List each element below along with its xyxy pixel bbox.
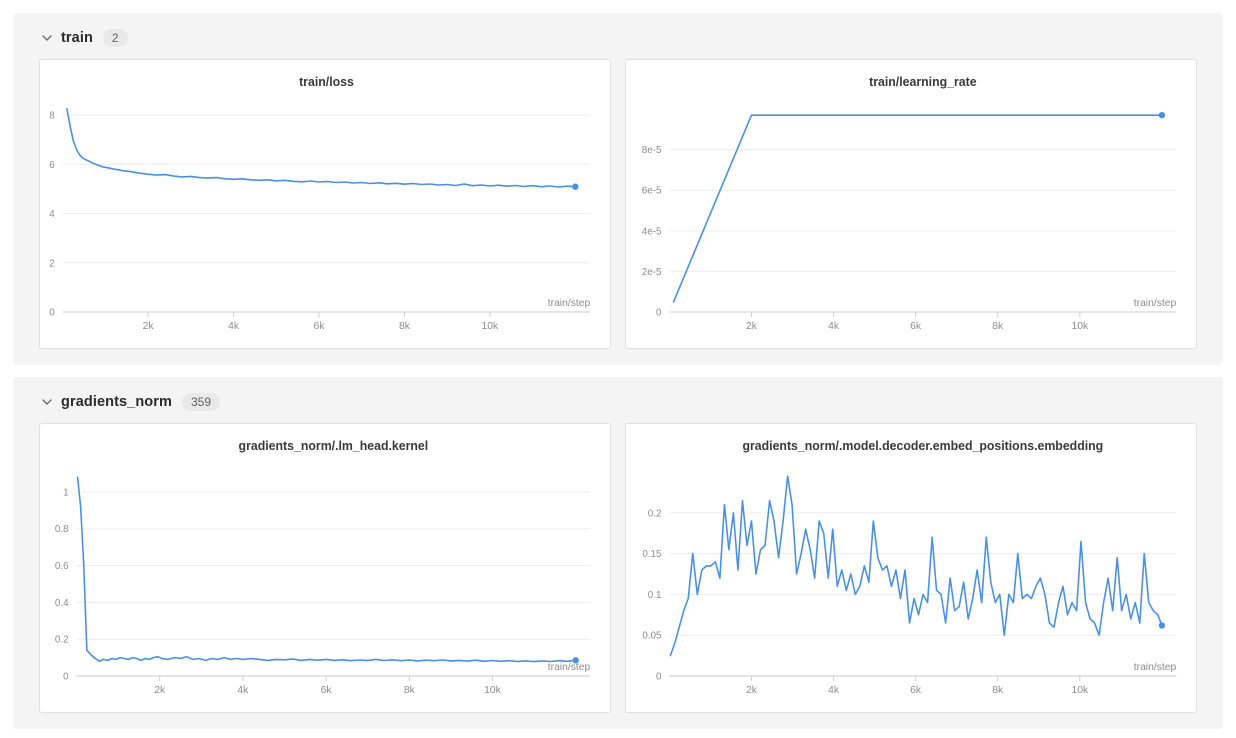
chart-panel-train-loss[interactable]: train/loss 0 2 4 6 8 2k 4k 6k 8k 10k train/step xyxy=(39,59,611,349)
chart-row: train/loss 0 2 4 6 8 2k 4k 6k 8k 10k train/step tra… xyxy=(39,59,1197,349)
chart-canvas-train-loss: train/loss 0 2 4 6 8 2k 4k 6k 8k 10k train/step xyxy=(49,75,591,332)
svg-text:train/step: train/step xyxy=(548,662,591,673)
svg-text:2: 2 xyxy=(49,258,55,269)
svg-text:0.4: 0.4 xyxy=(55,598,69,609)
svg-text:6: 6 xyxy=(49,160,55,171)
chart-canvas-embed-positions-embedding: gradients_norm/.model.decoder.embed_posi… xyxy=(642,439,1177,696)
svg-text:6k: 6k xyxy=(321,685,333,696)
svg-text:train/learning_rate: train/learning_rate xyxy=(869,75,977,89)
chart-panel-train-learning-rate[interactable]: train/learning_rate 0 2e-5 4e-5 6e-5 8e-5 2k 4k… xyxy=(625,59,1197,349)
chart-canvas-lm-head-kernel: gradients_norm/.lm_head.kernel 0 0.2 0.4 0.6… xyxy=(55,439,591,696)
svg-text:6k: 6k xyxy=(314,321,326,332)
svg-text:0: 0 xyxy=(49,307,55,318)
svg-text:2k: 2k xyxy=(746,685,758,696)
svg-text:10k: 10k xyxy=(1071,321,1088,332)
svg-text:4k: 4k xyxy=(228,321,240,332)
chart-row: gradients_norm/.lm_head.kernel 0 0.2 0.4 0.6… xyxy=(39,423,1197,713)
svg-text:train/step: train/step xyxy=(548,298,591,309)
section-train: train 2 train/loss 0 2 4 6 8 2k 4k 6k 8k 10k train/… xyxy=(13,13,1223,365)
svg-text:train/loss: train/loss xyxy=(299,75,354,89)
svg-text:0.2: 0.2 xyxy=(55,635,69,646)
svg-text:4: 4 xyxy=(49,209,55,220)
svg-text:2k: 2k xyxy=(746,321,758,332)
panel-count-badge: 359 xyxy=(181,393,221,411)
svg-text:2e-5: 2e-5 xyxy=(642,267,662,278)
svg-text:0.6: 0.6 xyxy=(55,561,69,572)
svg-text:0.8: 0.8 xyxy=(55,524,69,535)
svg-text:0: 0 xyxy=(656,671,662,682)
svg-text:0: 0 xyxy=(656,307,662,318)
chart-panel-lm-head-kernel[interactable]: gradients_norm/.lm_head.kernel 0 0.2 0.4 0.6… xyxy=(39,423,611,713)
svg-text:6k: 6k xyxy=(910,321,922,332)
chevron-down-icon[interactable] xyxy=(39,396,61,408)
section-title: gradients_norm xyxy=(61,394,172,410)
svg-text:2k: 2k xyxy=(143,321,155,332)
svg-text:0.15: 0.15 xyxy=(642,549,662,560)
svg-text:0: 0 xyxy=(63,671,69,682)
svg-text:1: 1 xyxy=(63,487,69,498)
svg-text:10k: 10k xyxy=(484,685,501,696)
svg-text:0.2: 0.2 xyxy=(648,508,662,519)
panel-count-badge: 2 xyxy=(102,29,128,47)
svg-text:8e-5: 8e-5 xyxy=(642,145,662,156)
svg-text:train/step: train/step xyxy=(1134,298,1177,309)
svg-text:0.1: 0.1 xyxy=(648,590,662,601)
svg-text:8k: 8k xyxy=(992,321,1004,332)
svg-text:2k: 2k xyxy=(154,685,166,696)
svg-text:4e-5: 4e-5 xyxy=(642,226,662,237)
chart-canvas-train-learning-rate: train/learning_rate 0 2e-5 4e-5 6e-5 8e-5 2k 4k… xyxy=(642,75,1177,332)
section-title: train xyxy=(61,30,93,46)
chevron-down-icon[interactable] xyxy=(39,32,61,44)
svg-text:6e-5: 6e-5 xyxy=(642,186,662,197)
svg-text:8k: 8k xyxy=(992,685,1004,696)
svg-text:4k: 4k xyxy=(828,685,840,696)
svg-text:0.05: 0.05 xyxy=(642,631,662,642)
svg-text:gradients_norm/.lm_head.kernel: gradients_norm/.lm_head.kernel xyxy=(239,439,429,453)
svg-text:gradients_norm/.model.decoder.: gradients_norm/.model.decoder.embed_posi… xyxy=(742,439,1103,453)
svg-text:8k: 8k xyxy=(404,685,416,696)
section-gradients-norm-header: gradients_norm 359 xyxy=(39,387,1197,417)
section-gradients-norm: gradients_norm 359 gradients_norm/.lm_he… xyxy=(13,377,1223,729)
chart-panel-embed-positions-embedding[interactable]: gradients_norm/.model.decoder.embed_posi… xyxy=(625,423,1197,713)
svg-text:8k: 8k xyxy=(399,321,411,332)
section-train-header: train 2 xyxy=(39,23,1197,53)
svg-text:train/step: train/step xyxy=(1134,662,1177,673)
svg-text:8: 8 xyxy=(49,111,55,122)
svg-text:4k: 4k xyxy=(237,685,249,696)
svg-text:6k: 6k xyxy=(910,685,922,696)
svg-text:4k: 4k xyxy=(828,321,840,332)
svg-text:10k: 10k xyxy=(482,321,499,332)
svg-text:10k: 10k xyxy=(1071,685,1088,696)
